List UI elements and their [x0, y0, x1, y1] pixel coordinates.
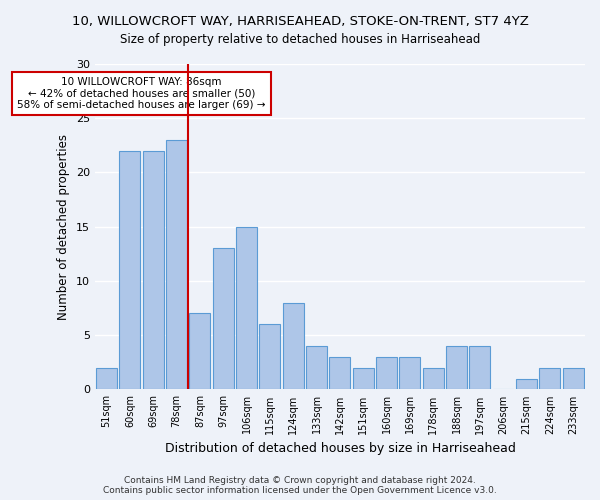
Bar — [446, 346, 467, 390]
Bar — [539, 368, 560, 390]
Bar — [166, 140, 187, 390]
Bar — [236, 226, 257, 390]
Text: 10 WILLOWCROFT WAY: 86sqm
← 42% of detached houses are smaller (50)
58% of semi-: 10 WILLOWCROFT WAY: 86sqm ← 42% of detac… — [17, 77, 266, 110]
Text: Size of property relative to detached houses in Harriseahead: Size of property relative to detached ho… — [120, 32, 480, 46]
Text: Contains HM Land Registry data © Crown copyright and database right 2024.
Contai: Contains HM Land Registry data © Crown c… — [103, 476, 497, 495]
Bar — [400, 357, 421, 390]
Bar — [283, 302, 304, 390]
Text: 10, WILLOWCROFT WAY, HARRISEAHEAD, STOKE-ON-TRENT, ST7 4YZ: 10, WILLOWCROFT WAY, HARRISEAHEAD, STOKE… — [71, 15, 529, 28]
X-axis label: Distribution of detached houses by size in Harriseahead: Distribution of detached houses by size … — [164, 442, 515, 455]
Bar — [516, 378, 537, 390]
Bar — [563, 368, 584, 390]
Bar — [353, 368, 374, 390]
Bar — [190, 314, 211, 390]
Bar — [96, 368, 117, 390]
Bar — [213, 248, 234, 390]
Bar — [306, 346, 327, 390]
Bar — [119, 151, 140, 390]
Bar — [329, 357, 350, 390]
Y-axis label: Number of detached properties: Number of detached properties — [58, 134, 70, 320]
Bar — [259, 324, 280, 390]
Bar — [469, 346, 490, 390]
Bar — [423, 368, 444, 390]
Bar — [143, 151, 164, 390]
Bar — [376, 357, 397, 390]
